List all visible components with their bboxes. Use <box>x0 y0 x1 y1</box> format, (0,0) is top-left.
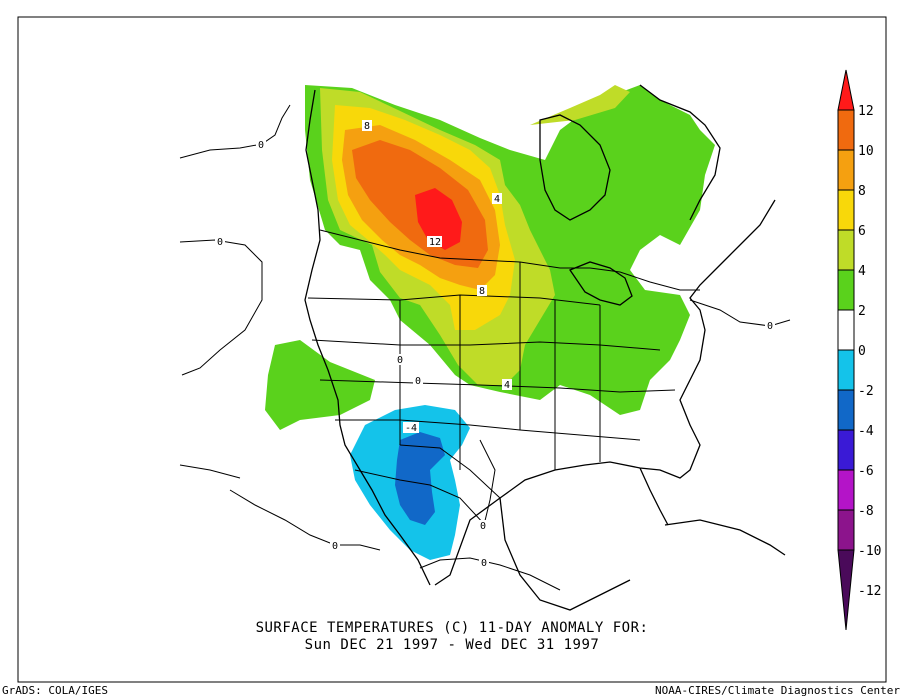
colorbar-swatch <box>837 269 855 311</box>
colorbar-swatch <box>837 469 855 511</box>
contour-label: 4 <box>494 194 500 205</box>
colorbar-swatch <box>837 349 855 391</box>
coastlines <box>304 84 786 611</box>
contour-label: 0 <box>258 140 264 151</box>
shade-2-4-west <box>265 340 375 430</box>
contour-label: 4 <box>504 380 510 391</box>
colorbar-tick-label: 0 <box>858 344 866 359</box>
colorbar-tick-label: 12 <box>858 104 874 119</box>
contour-label-group: 0 0 8 4 12 8 0 0 4 -4 0 0 0 0 <box>215 120 775 569</box>
colorbar-swatch <box>837 309 855 351</box>
borders <box>307 229 700 526</box>
colorbar-swatch <box>837 109 855 151</box>
shade-gt12 <box>415 188 462 250</box>
shade-m6-m4 <box>395 432 445 525</box>
contour-label: 0 <box>767 321 773 332</box>
plot-frame <box>17 16 887 683</box>
colorbar-tick-label: 10 <box>858 144 874 159</box>
contour-label: 12 <box>429 237 441 248</box>
colorbar-swatch <box>837 189 855 231</box>
colorbar-swatch <box>837 429 855 471</box>
contour-label: 0 <box>217 237 223 248</box>
title-line-2: Sun DEC 21 1997 - Wed DEC 31 1997 <box>304 637 600 653</box>
contour-label: 0 <box>415 376 421 387</box>
contour-label: 0 <box>397 355 403 366</box>
footer-left: GrADS: COLA/IGES <box>2 684 108 697</box>
colorbar: 12 10 8 6 4 2 0 -2 -4 -6 -8 -10 -12 <box>837 69 881 631</box>
contour-label: 8 <box>479 286 485 297</box>
footer-right: NOAA-CIRES/Climate Diagnostics Center <box>654 684 900 697</box>
colorbar-tick-label: 4 <box>858 264 866 279</box>
contour-label: 0 <box>480 521 486 532</box>
colorbar-tick-label: 2 <box>858 304 866 319</box>
colorbar-swatch <box>837 229 855 271</box>
colorbar-tick-label: -10 <box>858 544 881 559</box>
colorbar-swatch <box>837 389 855 431</box>
colorbar-swatch <box>837 149 855 191</box>
colorbar-swatch <box>837 549 855 631</box>
contour-label: 0 <box>332 541 338 552</box>
colorbar-swatch <box>837 69 855 111</box>
colorbar-tick-label: -6 <box>858 464 874 479</box>
colorbar-tick-label: -8 <box>858 504 874 519</box>
contour-label: 0 <box>481 558 487 569</box>
contour-label: -4 <box>405 423 417 434</box>
colorbar-tick-label: -2 <box>858 384 874 399</box>
colorbar-tick-label: -4 <box>858 424 874 439</box>
contour-label: 8 <box>364 121 370 132</box>
colorbar-tick-label: 8 <box>858 184 866 199</box>
title-line-1: SURFACE TEMPERATURES (C) 11-DAY ANOMALY … <box>255 620 649 636</box>
shade-4-6-ne <box>530 85 630 125</box>
colorbar-swatch <box>837 509 855 551</box>
colorbar-tick-label: 6 <box>858 224 866 239</box>
colorbar-tick-label: -12 <box>858 584 881 599</box>
